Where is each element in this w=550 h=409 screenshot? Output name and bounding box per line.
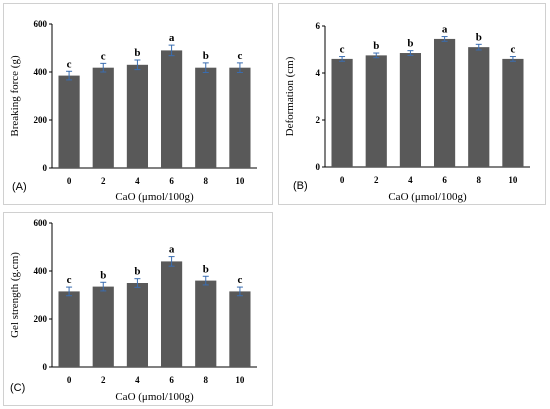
panel-label: (C) (10, 382, 25, 394)
y-tick-label: 2 (316, 115, 321, 125)
bar (160, 50, 183, 168)
significance-label: b (100, 269, 106, 281)
bar (365, 55, 387, 167)
chart-panel-b: 0 2 4 6 c 0 b 2 b 4 a 6 b 8 c 10 CaO (μmol/100g) Deformat… (278, 3, 546, 205)
x-tick-label: 6 (169, 176, 174, 186)
bar (195, 280, 217, 367)
bar (58, 291, 80, 367)
significance-label: b (203, 263, 209, 275)
y-tick-label: 4 (316, 68, 321, 78)
significance-label: b (407, 38, 413, 50)
chart-panel-a: 0 200 400 600 c 0 c 2 b 4 a 6 b 8 c 10 CaO (μmol/100g) Br… (3, 3, 273, 205)
x-tick-label: 2 (101, 375, 106, 385)
x-axis-title: CaO (μmol/100g) (115, 191, 194, 203)
y-tick-label: 0 (316, 162, 321, 172)
bar (468, 47, 490, 167)
significance-label: b (134, 266, 140, 278)
y-tick-label: 400 (34, 67, 48, 77)
y-tick-label: 0 (43, 163, 48, 173)
bar (502, 58, 524, 167)
chart-c-svg: 0 200 400 600 c 0 b 2 b 4 a 6 b 8 c 10 CaO (μmol/100g) Ge… (9, 218, 257, 403)
bar (331, 58, 353, 167)
x-tick-label: 0 (67, 176, 72, 186)
y-axis-title: Deformation (cm) (284, 56, 296, 136)
bar (160, 261, 183, 367)
panel-label: (B) (293, 180, 308, 192)
panel-label: (A) (12, 181, 27, 193)
bar (126, 64, 149, 168)
y-axis-title: Breaking force (g) (9, 55, 21, 137)
bar (229, 67, 251, 168)
x-tick-label: 4 (135, 375, 140, 385)
y-tick-label: 6 (316, 21, 321, 31)
significance-label: b (134, 47, 140, 59)
significance-label: a (442, 24, 448, 36)
significance-label: c (340, 44, 345, 56)
x-tick-label: 8 (204, 375, 209, 385)
y-tick-label: 400 (34, 266, 48, 276)
bar (433, 38, 456, 167)
bar (195, 67, 217, 168)
y-tick-label: 200 (34, 314, 48, 324)
significance-label: c (67, 274, 72, 286)
x-tick-label: 0 (340, 175, 345, 185)
y-tick-label: 600 (34, 19, 48, 29)
significance-label: c (237, 50, 242, 62)
x-tick-label: 10 (235, 375, 245, 385)
chart-a-svg: 0 200 400 600 c 0 c 2 b 4 a 6 b 8 c 10 CaO (μmol/100g) Br… (9, 19, 257, 203)
bar (92, 67, 114, 168)
x-tick-label: 4 (135, 176, 140, 186)
significance-label: b (373, 40, 379, 52)
significance-label: c (237, 274, 242, 286)
x-tick-label: 10 (235, 176, 245, 186)
x-tick-label: 0 (67, 375, 72, 385)
x-tick-label: 10 (508, 175, 518, 185)
x-tick-label: 2 (101, 176, 106, 186)
bar (126, 283, 149, 367)
chart-b-svg: 0 2 4 6 c 0 b 2 b 4 a 6 b 8 c 10 CaO (μmol/100g) Deformat… (284, 21, 530, 203)
bar (58, 75, 80, 168)
significance-label: b (203, 50, 209, 62)
x-axis-title: CaO (μmol/100g) (388, 191, 467, 203)
y-tick-label: 600 (34, 218, 48, 228)
bar (92, 286, 114, 367)
bar (399, 53, 422, 167)
significance-label: c (101, 50, 106, 62)
x-tick-label: 2 (374, 175, 379, 185)
y-axis-title: Gel strength (g.cm) (9, 252, 21, 338)
y-tick-label: 200 (34, 115, 48, 125)
chart-panel-c: 0 200 400 600 c 0 b 2 b 4 a 6 b 8 c 10 CaO (μmol/100g) Ge… (3, 212, 273, 406)
y-tick-label: 0 (43, 362, 48, 372)
x-tick-label: 6 (442, 175, 447, 185)
x-tick-label: 8 (204, 176, 209, 186)
significance-label: a (169, 32, 175, 44)
significance-label: a (169, 244, 175, 256)
x-tick-label: 6 (169, 375, 174, 385)
bar (229, 291, 251, 367)
x-tick-label: 4 (408, 175, 413, 185)
significance-label: c (67, 58, 72, 70)
x-tick-label: 8 (477, 175, 482, 185)
x-axis-title: CaO (μmol/100g) (115, 391, 194, 403)
significance-label: c (510, 44, 515, 56)
significance-label: b (476, 31, 482, 43)
